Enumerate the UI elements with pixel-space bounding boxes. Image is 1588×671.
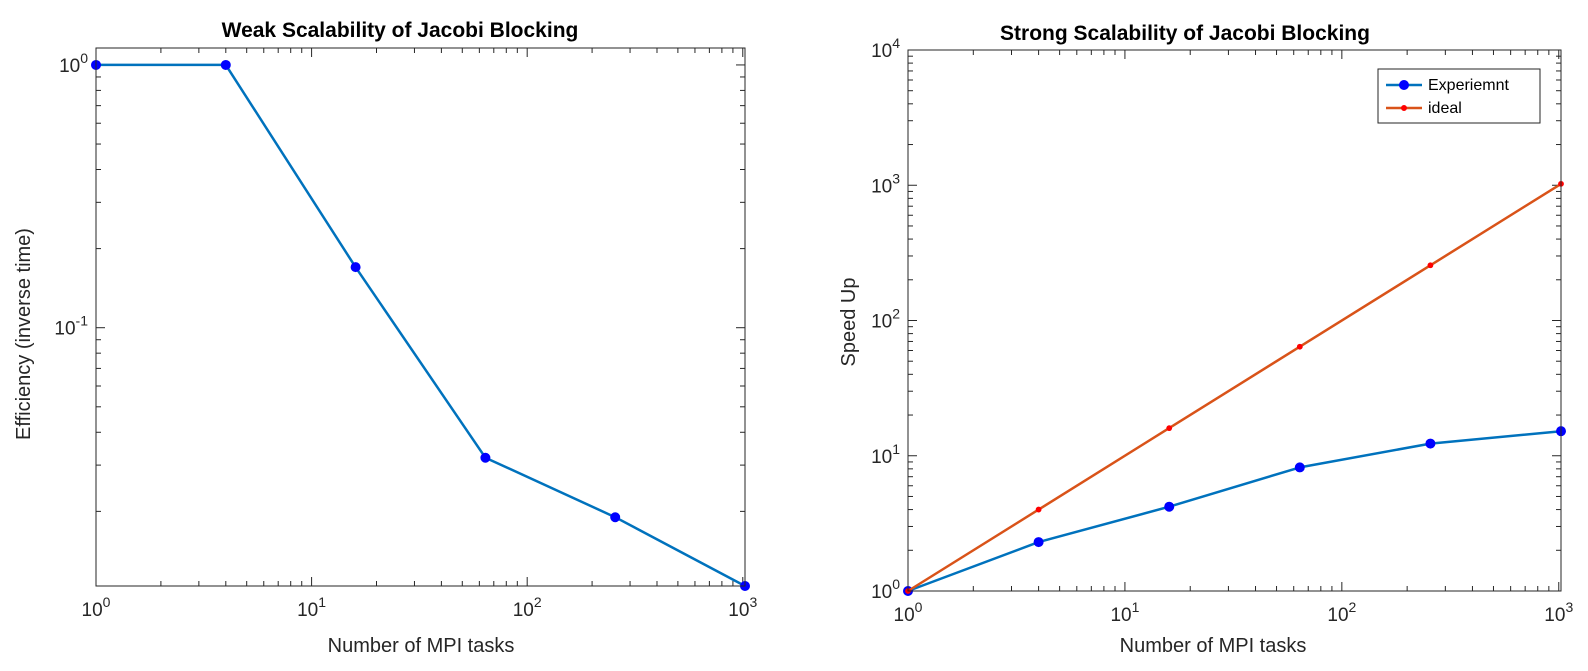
- data-point: [1033, 537, 1044, 548]
- data-point: [220, 59, 231, 70]
- data-point: [350, 262, 361, 273]
- data-point: [480, 452, 491, 463]
- data-point: [1294, 462, 1305, 473]
- x-tick-label: 101: [1110, 599, 1139, 626]
- legend-box: [1377, 68, 1541, 124]
- legend-entry-ideal: ideal: [1386, 100, 1462, 117]
- legend-entry-experiment: Experiemnt: [1386, 77, 1509, 94]
- tick-labels: 100 101 102 103 100 10-1: [54, 50, 757, 621]
- x-tick-label: 103: [728, 594, 757, 621]
- y-tick-label: 100: [59, 50, 88, 77]
- y-tick-label: 102: [871, 306, 900, 333]
- x-axis-label: Number of MPI tasks: [1120, 635, 1307, 657]
- legend-marker: [1401, 105, 1407, 111]
- data-point: [1166, 425, 1173, 432]
- x-axis-label: Number of MPI tasks: [328, 635, 515, 657]
- legend-label: Experiemnt: [1428, 77, 1509, 94]
- x-tick-label: 103: [1544, 599, 1573, 626]
- axes-box: [95, 47, 746, 587]
- tick-marks: [907, 49, 1561, 592]
- legend: Experiemnt ideal: [1377, 68, 1541, 124]
- y-axis-label: Efficiency (inverse time): [13, 228, 35, 440]
- data-point: [1427, 262, 1434, 269]
- weak-scalability-chart: Weak Scalability of Jacobi Blocking Numb…: [13, 19, 757, 657]
- y-tick-label: 104: [871, 35, 900, 62]
- legend-label: ideal: [1428, 100, 1462, 117]
- x-tick-label: 102: [1327, 599, 1356, 626]
- tick-labels: 100 101 102 103 100 101 102 103 104: [871, 35, 1573, 626]
- series-layer: [903, 180, 1566, 596]
- data-point: [1425, 438, 1436, 449]
- chart-title: Weak Scalability of Jacobi Blocking: [222, 19, 579, 42]
- y-tick-label: 10-1: [54, 313, 88, 340]
- y-tick-label: 100: [871, 576, 900, 603]
- x-tick-label: 102: [513, 594, 542, 621]
- x-tick-label: 101: [297, 594, 326, 621]
- chart-title: Strong Scalability of Jacobi Blocking: [1000, 22, 1370, 45]
- x-tick-label: 100: [82, 594, 111, 621]
- data-point: [610, 512, 621, 523]
- strong-scalability-chart: Strong Scalability of Jacobi Blocking Nu…: [838, 22, 1573, 657]
- y-tick-label: 103: [871, 170, 900, 197]
- axes-box: [907, 49, 1562, 592]
- series-line: [907, 182, 1562, 593]
- legend-marker: [1399, 80, 1409, 90]
- x-tick-label: 100: [894, 599, 923, 626]
- series-line: [96, 63, 746, 588]
- y-tick-label: 101: [871, 441, 900, 468]
- data-point: [1035, 506, 1042, 513]
- tick-marks: [95, 48, 745, 586]
- series-line: [907, 429, 1562, 593]
- data-point: [1164, 501, 1175, 512]
- y-axis-label: Speed Up: [838, 278, 860, 367]
- data-point: [1296, 343, 1303, 350]
- series-layer: [91, 59, 750, 591]
